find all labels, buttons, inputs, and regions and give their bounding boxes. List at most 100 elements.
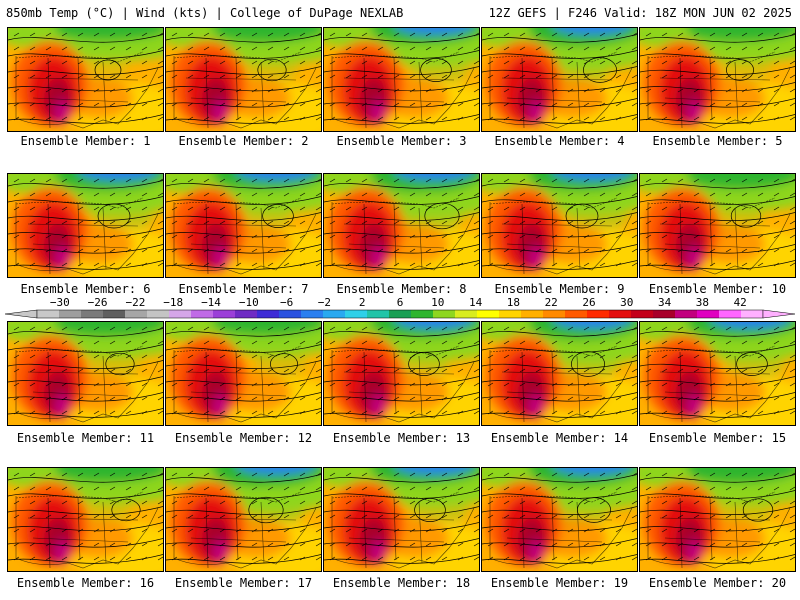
temperature-map <box>482 28 637 131</box>
panel-caption: Ensemble Member: 8 <box>336 282 467 296</box>
temperature-map <box>482 322 637 425</box>
colorbar-segment <box>455 310 478 318</box>
colorbar-tick-label: 18 <box>506 296 521 309</box>
panel-caption: Ensemble Member: 13 <box>332 431 471 445</box>
colorbar-tick-label: −22 <box>125 296 146 309</box>
panel-caption: Ensemble Member: 1 <box>20 134 151 148</box>
temperature-map <box>8 28 163 131</box>
colorbar-segment <box>609 310 632 318</box>
ensemble-map-panel <box>639 173 796 278</box>
page-title: 850mb Temp (°C) | Wind (kts) | College o… <box>6 6 404 20</box>
temperature-map <box>640 28 795 131</box>
ensemble-map-panel <box>7 321 164 426</box>
colorbar-segment <box>433 310 456 318</box>
panel-caption: Ensemble Member: 18 <box>332 576 471 590</box>
colorbar-segment <box>477 310 500 318</box>
colorbar-tick-label: −30 <box>49 296 70 309</box>
ensemble-map-panel <box>165 467 322 572</box>
colorbar-tick-label: −6 <box>279 296 294 309</box>
ensemble-map-panel <box>7 173 164 278</box>
colorbar-segment <box>675 310 698 318</box>
colorbar-tick-label: −2 <box>317 296 332 309</box>
colorbar-tick-label: 34 <box>657 296 672 309</box>
colorbar-segment <box>411 310 434 318</box>
colorbar-segment <box>169 310 192 318</box>
colorbar-tick-label: 30 <box>620 296 634 309</box>
colorbar-tick-label: −26 <box>87 296 108 309</box>
run-valid-time: 12Z GEFS | F246 Valid: 18Z MON JUN 02 20… <box>488 6 792 20</box>
colorbar-segment <box>147 310 170 318</box>
ensemble-map-panel <box>639 321 796 426</box>
ensemble-map-panel <box>323 321 480 426</box>
colorbar-tick-label: −14 <box>201 296 221 309</box>
colorbar-arrow-right <box>762 309 796 319</box>
ensemble-map-panel <box>7 27 164 132</box>
colorbar-tick-label: −10 <box>238 296 259 309</box>
colorbar-tick-label: 10 <box>431 296 445 309</box>
panel-caption: Ensemble Member: 4 <box>494 134 625 148</box>
colorbar-tick-label: 2 <box>358 296 366 309</box>
colorbar-segment <box>345 310 368 318</box>
temperature-map <box>482 468 637 571</box>
panel-caption: Ensemble Member: 5 <box>652 134 783 148</box>
ensemble-map-panel <box>323 27 480 132</box>
temperature-map <box>482 174 637 277</box>
colorbar-segment <box>125 310 148 318</box>
ensemble-map-panel <box>165 321 322 426</box>
header: 850mb Temp (°C) | Wind (kts) | College o… <box>0 0 800 24</box>
colorbar-segment <box>81 310 104 318</box>
temperature-map <box>640 322 795 425</box>
temperature-map <box>166 468 321 571</box>
colorbar-segment <box>257 310 280 318</box>
panel-caption: Ensemble Member: 15 <box>648 431 787 445</box>
colorbar-arrow-left <box>4 309 38 319</box>
colorbar-segment <box>565 310 588 318</box>
temperature-map <box>166 322 321 425</box>
temperature-map <box>166 28 321 131</box>
colorbar-tick-label: 42 <box>733 296 747 309</box>
colorbar-tick-label: 22 <box>544 296 558 309</box>
colorbar-segment <box>741 310 764 318</box>
temperature-map <box>324 322 479 425</box>
ensemble-map-panel <box>481 27 638 132</box>
ensemble-map-panel <box>7 467 164 572</box>
colorbar-segment <box>587 310 610 318</box>
temperature-map <box>324 174 479 277</box>
ensemble-map-panel <box>481 173 638 278</box>
panel-caption: Ensemble Member: 10 <box>648 282 787 296</box>
panel-caption: Ensemble Member: 3 <box>336 134 467 148</box>
colorbar-segment <box>301 310 324 318</box>
colorbar-segment <box>235 310 258 318</box>
colorbar-segment <box>653 310 676 318</box>
colorbar-segment <box>719 310 742 318</box>
colorbar-tick-label: 38 <box>695 296 710 309</box>
colorbar-tick-label: −18 <box>163 296 184 309</box>
temperature-map <box>324 28 479 131</box>
colorbar-segment <box>213 310 236 318</box>
panel-caption: Ensemble Member: 2 <box>178 134 309 148</box>
colorbar-segment <box>103 310 126 318</box>
colorbar-labels: −30 −26 −22 −18 −14 −10 −6 −2 2 6 10 14 18 22 26 30 34 38… <box>0 296 800 309</box>
temperature-map <box>324 468 479 571</box>
temperature-colorbar: −30 −26 −22 −18 −14 −10 −6 −2 2 6 10 14 18 22 26 30 34 38… <box>0 296 800 320</box>
ensemble-map-panel <box>165 27 322 132</box>
colorbar-segment <box>631 310 654 318</box>
temperature-map <box>8 468 163 571</box>
panel-caption: Ensemble Member: 6 <box>20 282 151 296</box>
panel-caption: Ensemble Member: 12 <box>174 431 313 445</box>
colorbar-bar <box>4 309 796 319</box>
colorbar-segment <box>323 310 346 318</box>
panel-caption: Ensemble Member: 11 <box>16 431 155 445</box>
colorbar-tick-label: 14 <box>468 296 483 309</box>
colorbar-segment <box>59 310 82 318</box>
colorbar-segment <box>543 310 566 318</box>
temperature-map <box>640 174 795 277</box>
colorbar-tick-label: 26 <box>582 296 596 309</box>
panel-caption: Ensemble Member: 14 <box>490 431 629 445</box>
panel-caption: Ensemble Member: 19 <box>490 576 629 590</box>
ensemble-map-panel <box>481 467 638 572</box>
colorbar-segment <box>521 310 544 318</box>
ensemble-map-panel <box>639 467 796 572</box>
colorbar-segment <box>389 310 412 318</box>
panel-caption: Ensemble Member: 7 <box>178 282 309 296</box>
